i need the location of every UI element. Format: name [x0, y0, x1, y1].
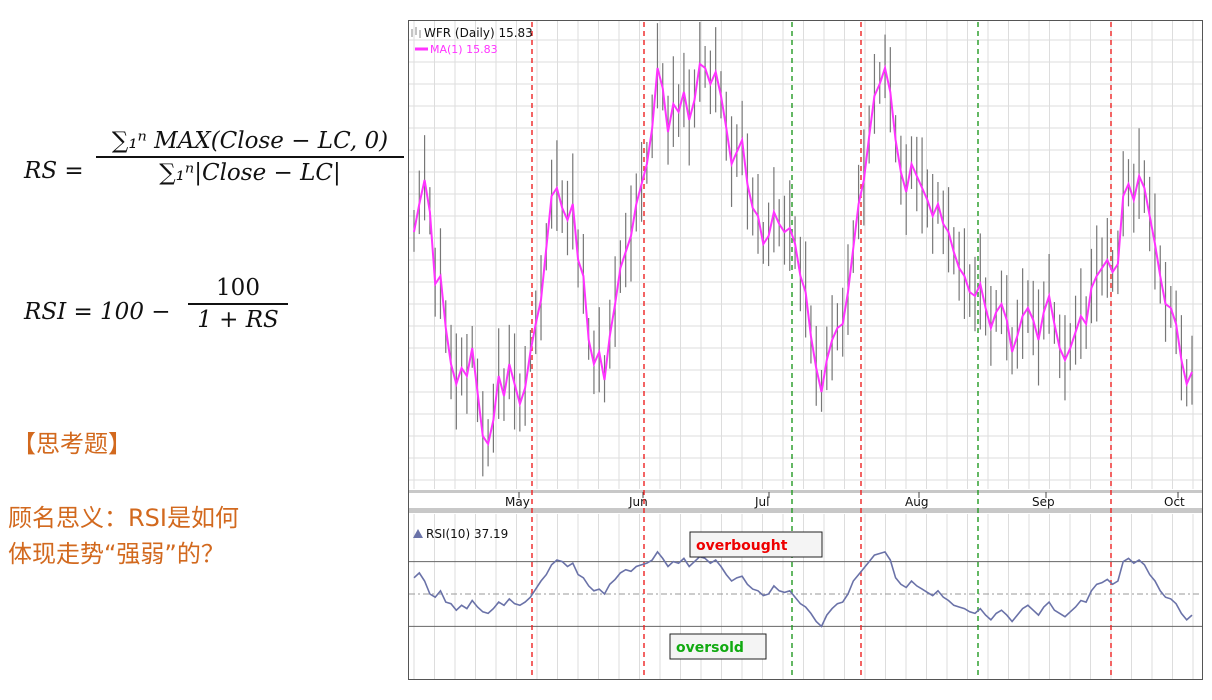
- section-title: 【思考题】: [12, 430, 132, 458]
- pane-divider-top: [409, 490, 1202, 493]
- signal-lines: [531, 22, 1112, 678]
- question-text: 顾名思义：RSI是如何 体现走势“强弱”的？: [8, 500, 239, 572]
- chart-frame: [408, 20, 1203, 680]
- rsi-formula: RSI = 100 − 100 1 + RS: [24, 275, 324, 355]
- rs-fraction-bar: [96, 156, 404, 158]
- ma-line: [413, 62, 1193, 447]
- rsi-title: RSI(10) 37.19: [426, 527, 508, 541]
- oversold-text: oversold: [676, 640, 744, 656]
- rsi-fraction-bar: [188, 303, 288, 305]
- rsi-line: [413, 550, 1193, 628]
- overbought-label: overbought: [689, 531, 823, 558]
- month-tick-label: May: [505, 495, 530, 509]
- overbought-text: overbought: [696, 538, 788, 554]
- rs-formula-fraction: ∑₁ⁿ MAX(Close − LC, 0) ∑₁ⁿ|Close − LC|: [96, 128, 404, 186]
- rs-formula: RS = ∑₁ⁿ MAX(Close − LC, 0) ∑₁ⁿ|Close − …: [24, 128, 404, 218]
- ma-legend-label: MA(1) 15.83: [430, 43, 498, 56]
- price-title: WFR (Daily) 15.83: [424, 26, 533, 40]
- pane-divider-bottom: [409, 508, 1202, 513]
- month-tick-label: Jun: [628, 495, 648, 509]
- rsi-numerator: 100: [216, 275, 260, 301]
- rsi-denominator: 1 + RS: [197, 307, 279, 333]
- month-tick-label: Oct: [1164, 495, 1185, 509]
- question-line-1: 顾名思义：RSI是如何: [8, 504, 239, 532]
- rsi-title-icon: [413, 529, 423, 538]
- month-tick-label: Sep: [1032, 495, 1055, 509]
- month-tick-label: Aug: [905, 495, 928, 509]
- rs-numerator: ∑₁ⁿ MAX(Close − LC, 0): [111, 128, 389, 154]
- month-ticks: May Jun Jul Aug Sep Oct: [505, 492, 1185, 509]
- chart-svg: May Jun Jul Aug Sep Oct WFR (Daily) 15.83 MA(…: [408, 20, 1203, 680]
- oversold-label: oversold: [669, 633, 767, 660]
- rsi-formula-fraction: 100 1 + RS: [188, 275, 288, 333]
- question-line-2: 体现走势“强弱”的？: [8, 540, 225, 568]
- price-title-icon: [411, 27, 421, 38]
- month-tick-label: Jul: [754, 495, 769, 509]
- stock-chart: May Jun Jul Aug Sep Oct WFR (Daily) 15.83 MA(…: [408, 20, 1203, 680]
- rs-formula-lhs: RS =: [24, 158, 84, 184]
- rsi-grid: [409, 514, 1202, 679]
- rsi-formula-lhs: RSI = 100 −: [24, 299, 171, 325]
- rs-denominator: ∑₁ⁿ|Close − LC|: [159, 160, 341, 186]
